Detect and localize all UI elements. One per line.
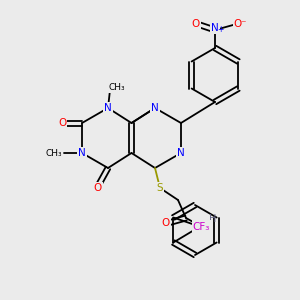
Text: +: + <box>217 25 223 34</box>
Text: O: O <box>94 183 102 193</box>
Text: N: N <box>202 220 210 230</box>
Text: N: N <box>177 148 185 158</box>
Text: O: O <box>58 118 66 128</box>
Text: H: H <box>209 214 217 224</box>
Text: N: N <box>78 148 86 158</box>
Text: N: N <box>211 23 219 33</box>
Text: N: N <box>151 103 159 113</box>
Text: N: N <box>104 103 112 113</box>
Text: CH₃: CH₃ <box>46 148 62 158</box>
Text: O: O <box>162 218 170 228</box>
Text: ⁻: ⁻ <box>240 19 246 29</box>
Text: CH₃: CH₃ <box>109 83 125 92</box>
Text: O: O <box>234 19 242 29</box>
Text: S: S <box>157 183 163 193</box>
Text: O: O <box>192 19 200 29</box>
Text: CF₃: CF₃ <box>193 221 210 232</box>
